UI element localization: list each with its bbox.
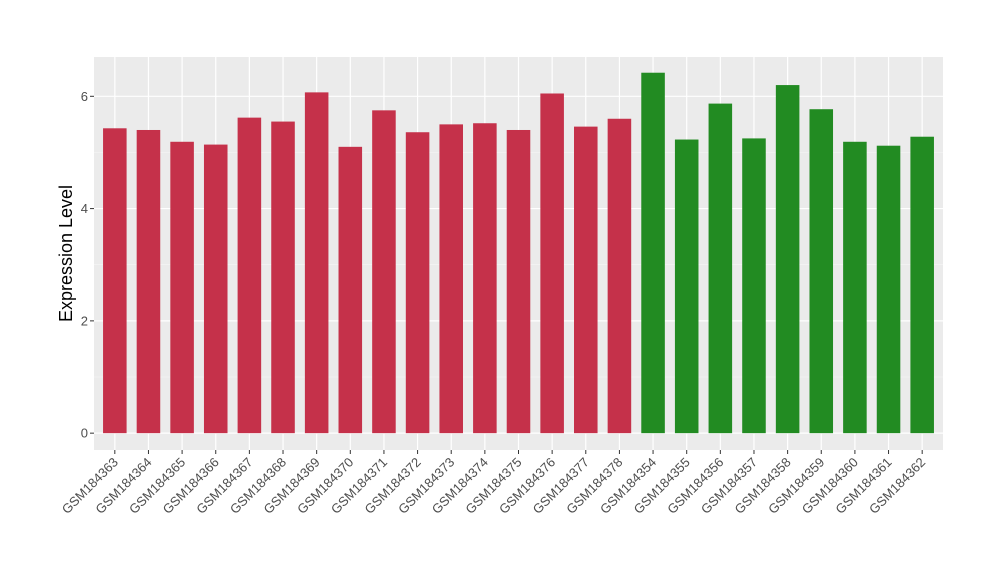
bar-GSM184375 (506, 129, 531, 434)
y-tick-label: 4 (81, 201, 88, 216)
bar-GSM184365 (170, 141, 194, 434)
bar-GSM184357 (742, 138, 766, 434)
bar-GSM184363 (103, 128, 127, 434)
bar-GSM184378 (607, 118, 632, 434)
bar-GSM184367 (237, 117, 262, 434)
bar-GSM184371 (372, 110, 396, 434)
y-axis: 0 2 4 6 (81, 89, 94, 441)
x-axis: GSM184363GSM184364GSM184365GSM184366GSM1… (59, 450, 928, 517)
bar-GSM184372 (405, 132, 430, 434)
bar-GSM184362 (910, 136, 934, 434)
y-tick-label: 6 (81, 89, 88, 104)
bar-GSM184377 (574, 126, 598, 434)
bar-GSM184360 (843, 141, 867, 434)
bar-GSM184374 (473, 123, 497, 434)
bar-GSM184369 (304, 92, 329, 434)
y-axis-title: Expression Level (56, 185, 76, 322)
bar-GSM184358 (775, 85, 800, 434)
bar-GSM184354 (641, 72, 665, 434)
bar-GSM184370 (338, 146, 363, 434)
y-tick-label: 2 (81, 313, 88, 328)
bar-GSM184366 (203, 144, 228, 434)
bar-GSM184373 (439, 124, 463, 434)
bar-GSM184356 (708, 103, 733, 434)
y-tick-label: 0 (81, 426, 88, 441)
bars (103, 72, 934, 434)
bar-GSM184368 (271, 121, 295, 434)
bar-GSM184376 (540, 93, 564, 434)
bar-GSM184355 (674, 139, 699, 434)
bar-GSM184359 (809, 109, 834, 434)
bar-GSM184361 (876, 145, 901, 434)
bar-GSM184364 (136, 129, 161, 434)
